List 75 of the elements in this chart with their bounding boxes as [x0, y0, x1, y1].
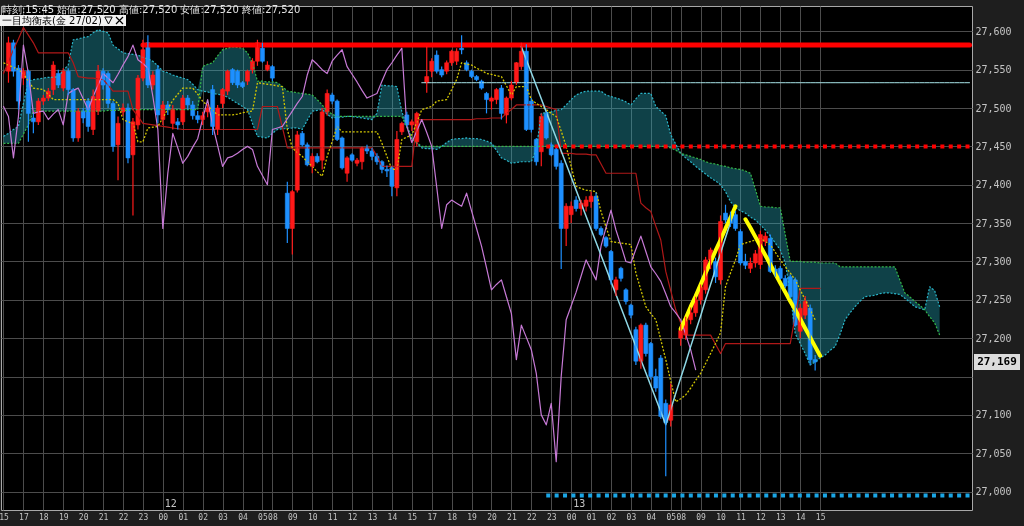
x-tick-label: 13: [775, 512, 786, 522]
x-tick-label: 11: [736, 512, 746, 522]
y-tick-label: 27,300: [975, 255, 1012, 267]
line-series: [743, 217, 823, 358]
x-tick-label: 14: [387, 512, 398, 522]
x-tick-label: 20: [78, 512, 89, 522]
x-tick-label: 00: [158, 512, 169, 522]
candlestick: [623, 287, 629, 306]
x-tick-label: 22: [527, 512, 537, 522]
y-tick-label: 27,000: [975, 486, 1012, 498]
x-tick-label: 18: [447, 512, 458, 522]
x-tick-label: 15: [0, 512, 9, 522]
annotation: 13: [573, 498, 586, 509]
y-tick-label: 27,100: [975, 409, 1012, 421]
y-tick-label: 27,400: [975, 179, 1012, 191]
line-series: [2, 44, 697, 463]
candlestick: [499, 84, 504, 121]
candlestick: [75, 107, 81, 143]
x-tick-label: 05: [666, 512, 677, 522]
x-tick-label: 12: [756, 512, 766, 522]
x-tick-label: 03: [218, 512, 229, 522]
x-tick-label: 08: [268, 512, 278, 522]
y-tick-label: 27,169: [974, 353, 1020, 370]
candlestick: [484, 91, 489, 114]
candlestick: [434, 49, 440, 75]
x-tick-label: 10: [716, 512, 727, 522]
x-tick-label: 21: [98, 512, 109, 522]
x-tick-label: 19: [58, 512, 69, 522]
y-tick-label: 27,350: [975, 217, 1012, 229]
y-tick-label: 27,600: [975, 25, 1012, 37]
y-tick-label: 27,050: [975, 447, 1012, 459]
candlestick: [429, 57, 435, 78]
x-tick-label: 15: [407, 512, 418, 522]
candlestick: [31, 112, 36, 134]
y-tick-label: 27,550: [975, 64, 1012, 76]
x-tick-label: 03: [626, 512, 637, 522]
x-tick-label: 02: [198, 512, 209, 522]
x-tick-label: 22: [118, 512, 129, 522]
text: 一目均衡表(金 27/02): [2, 15, 102, 26]
x-tick-label: 02: [606, 512, 617, 522]
candlestick: [260, 42, 265, 64]
x-tick-label: 10: [307, 512, 318, 522]
x-tick-label: 23: [138, 512, 149, 522]
candlestick: [628, 303, 634, 319]
x-tick-label: 11: [327, 512, 338, 522]
x-tick-label: 12: [347, 512, 358, 522]
y-tick-label: 27,500: [975, 102, 1012, 114]
x-tick-label: 00: [566, 512, 577, 522]
x-tick-label: 09: [287, 512, 298, 522]
candlestick: [349, 152, 355, 163]
chart-subtitle: 時刻:15:45 始値:27,520 高値:27,520 安値:27,520 終値:27,520: [2, 4, 301, 15]
candlestick: [603, 235, 609, 249]
candlestick: [618, 266, 624, 282]
y-tick-label: 27,450: [975, 140, 1012, 152]
y-tick-label: 27,250: [975, 294, 1012, 306]
line-series: [2, 26, 821, 355]
x-tick-label: 15: [815, 512, 826, 522]
x-tick-label: 08: [676, 512, 687, 522]
annotation: 12: [164, 498, 177, 509]
y-tick-label: 27,200: [975, 332, 1012, 344]
x-tick-label: 20: [487, 512, 497, 522]
x-tick-label: 01: [586, 512, 597, 522]
x-tick-label: 19: [467, 512, 478, 522]
x-tick-label: 09: [696, 512, 707, 522]
x-tick-label: 05: [258, 512, 268, 522]
x-tick-label: 23: [546, 512, 557, 522]
x-tick-label: 01: [178, 512, 189, 522]
x-tick-label: 04: [646, 512, 657, 522]
x-tick-label: 17: [427, 512, 438, 522]
x-tick-label: 18: [39, 512, 49, 522]
x-tick-label: 21: [507, 512, 517, 522]
x-tick-label: 13: [367, 512, 378, 522]
x-tick-label: 14: [795, 512, 806, 522]
x-tick-label: 04: [238, 512, 248, 522]
x-tick-label: 17: [19, 512, 29, 522]
